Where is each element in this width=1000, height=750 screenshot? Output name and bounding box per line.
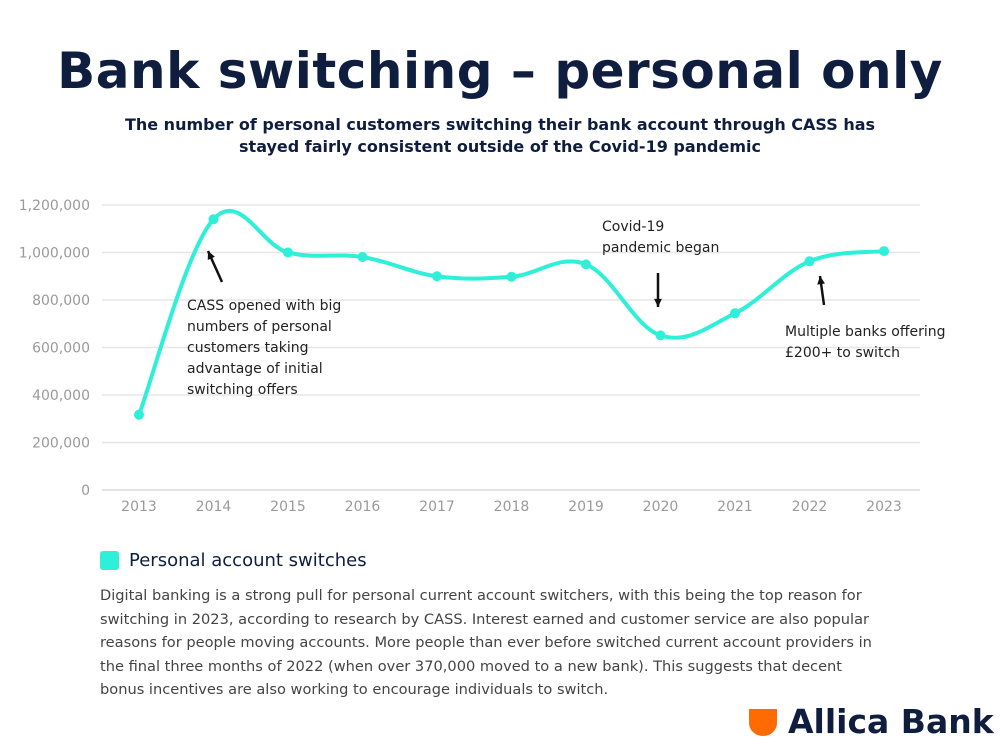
series-line: [137, 209, 886, 417]
x-tick-label: 2015: [270, 499, 306, 515]
annotation-line: Multiple banks offering: [785, 324, 946, 340]
x-tick-label: 2022: [792, 499, 828, 515]
arrow-head-icon: [654, 298, 662, 307]
annotation-line: switching offers: [187, 382, 298, 398]
y-tick-label: 0: [81, 483, 90, 499]
x-tick-label: 2018: [494, 499, 530, 515]
data-point-2022: [804, 256, 815, 267]
legend-label: Personal account switches: [129, 550, 367, 571]
logo-text: Allica Bank: [788, 702, 994, 741]
annotation-line: advantage of initial: [187, 361, 323, 377]
y-tick-label: 400,000: [32, 388, 90, 404]
data-point-2021: [730, 308, 740, 319]
x-tick-label: 2014: [196, 499, 232, 515]
data-point-2020: [655, 330, 666, 341]
shield-logo-icon: [749, 708, 777, 736]
y-tick-label: 1,000,000: [19, 246, 90, 262]
arrow-head-icon: [207, 251, 215, 260]
x-tick-label: 2023: [866, 499, 902, 515]
allica-bank-logo: Allica Bank: [748, 702, 994, 741]
annotation-line: pandemic began: [602, 240, 720, 256]
data-point-2019: [581, 259, 591, 270]
annotation-line: customers taking: [187, 340, 309, 356]
description-text: Digital banking is a strong pull for per…: [100, 587, 872, 698]
page-subtitle: The number of personal customers switchi…: [124, 115, 876, 156]
x-tick-label: 2013: [121, 499, 157, 515]
y-tick-label: 600,000: [32, 341, 90, 357]
annotation-line: £200+ to switch: [785, 345, 901, 361]
data-point-2017: [432, 271, 442, 282]
x-tick-label: 2019: [568, 499, 604, 515]
x-tick-label: 2016: [345, 499, 381, 515]
x-tick-label: 2020: [643, 499, 679, 515]
y-tick-label: 200,000: [32, 436, 90, 452]
data-point-2018: [506, 271, 517, 282]
page-title: Bank switching – personal only: [57, 42, 943, 100]
x-tick-label: 2021: [717, 499, 753, 515]
legend: Personal account switches: [100, 550, 367, 571]
annotation-banks-offering: Multiple banks offering £200+ to switch: [785, 322, 945, 364]
annotation-covid: Covid-19 pandemic began: [602, 217, 719, 259]
legend-swatch: [100, 551, 119, 570]
line-chart: 0 200,000 400,000 600,000 800,000 1,000,000 1,…: [19, 198, 920, 515]
y-tick-label: 1,200,000: [19, 198, 90, 214]
data-point-2023: [879, 246, 889, 257]
annotation-line: numbers of personal: [187, 319, 332, 335]
data-point-2016: [357, 252, 368, 263]
y-tick-label: 800,000: [32, 293, 90, 309]
annotation-line: CASS opened with big: [187, 298, 342, 314]
x-tick-label: 2017: [419, 499, 455, 515]
data-point-2015: [283, 247, 293, 258]
annotation-line: Covid-19: [602, 219, 665, 235]
annotation-cass-opened: CASS opened with big numbers of personal c…: [187, 296, 341, 401]
data-point-2013: [134, 409, 144, 420]
arrow-head-icon: [817, 276, 825, 285]
data-point-2014: [208, 214, 219, 225]
